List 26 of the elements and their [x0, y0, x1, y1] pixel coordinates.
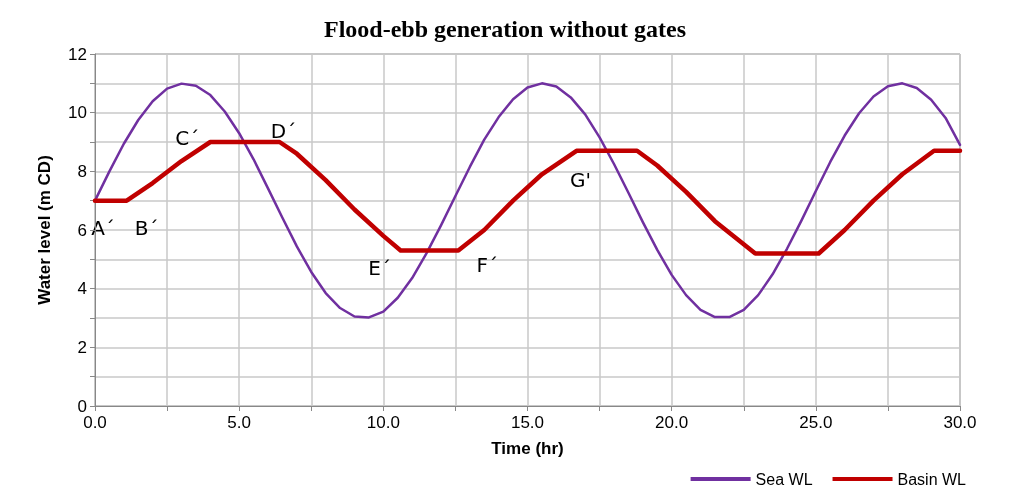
y-axis-title: Water level (m CD): [35, 155, 54, 305]
annotation: G': [570, 167, 592, 192]
x-tick-label: 5.0: [227, 413, 251, 432]
line-series: [93, 82, 962, 319]
x-tick-label: 20.0: [655, 413, 689, 432]
legend-label: Sea WL: [755, 470, 813, 488]
x-tick-label: 15.0: [510, 413, 545, 432]
annotation: B´: [134, 215, 159, 240]
x-tick-label: 30.0: [943, 413, 977, 432]
annotation: C´: [175, 126, 200, 150]
y-tick-label: 10: [68, 103, 87, 123]
y-tick-label: 6: [77, 220, 87, 240]
x-tick-label: 25.0: [799, 413, 833, 432]
x-tick-label: 0.0: [83, 413, 107, 432]
x-axis-title: Time (hr): [491, 439, 564, 458]
y-tick-label: 2: [77, 337, 87, 357]
annotation: D´: [270, 119, 297, 143]
legend-label: Basin WL: [897, 470, 967, 488]
y-tick-label: 4: [77, 279, 87, 299]
y-tick-label: 0: [77, 396, 87, 416]
annotation: F´: [476, 252, 499, 277]
y-tick-label: 8: [77, 161, 87, 181]
annotation: E´: [368, 255, 391, 280]
x-tick-label: 10.0: [366, 413, 400, 432]
chart-title: Flood-ebb generation without gates: [324, 16, 686, 42]
y-tick-label: 12: [68, 44, 87, 64]
